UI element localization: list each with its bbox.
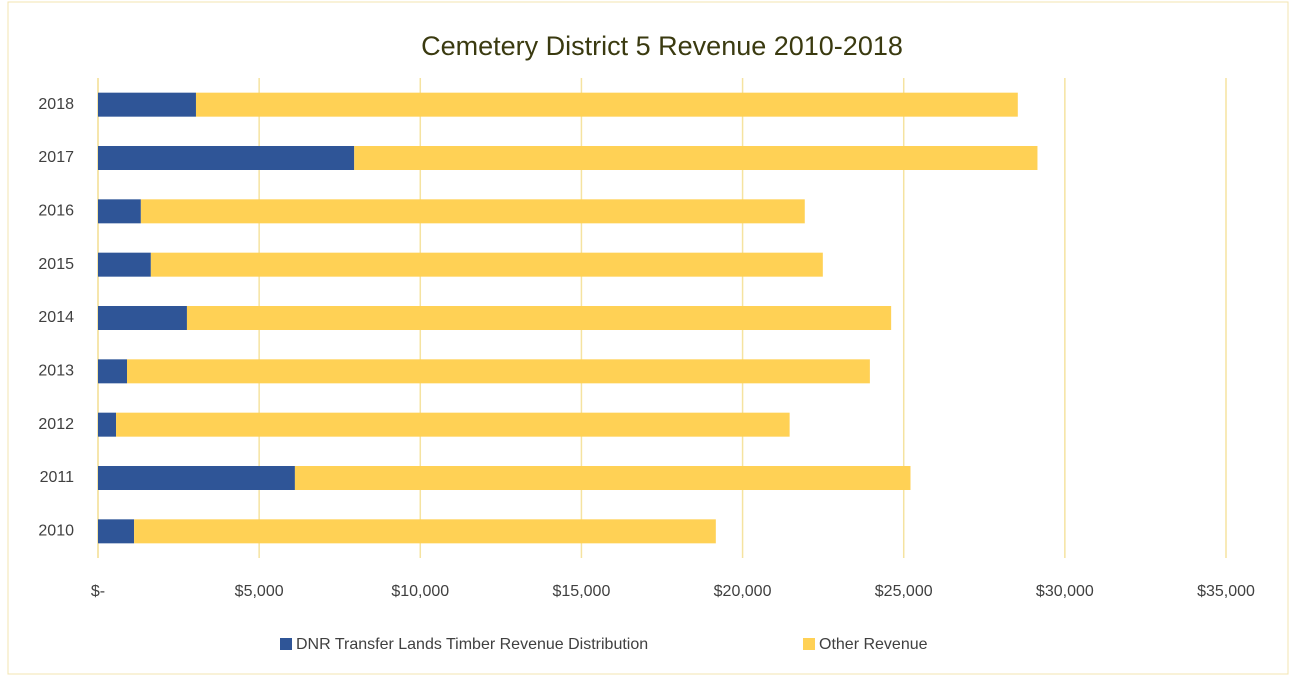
x-tick-label: $20,000 xyxy=(714,583,772,600)
bar-segment xyxy=(134,519,716,544)
legend-swatch xyxy=(280,638,292,650)
x-tick-label: $- xyxy=(91,583,105,600)
y-tick-label: 2012 xyxy=(38,416,74,433)
bar-segment xyxy=(98,199,141,224)
bar-segment xyxy=(98,359,128,384)
x-tick-label: $35,000 xyxy=(1197,583,1255,600)
y-tick-label: 2015 xyxy=(38,256,74,273)
bar-segment xyxy=(98,412,117,437)
bar-segment xyxy=(140,199,805,224)
bar-segment xyxy=(98,519,135,544)
x-tick-label: $15,000 xyxy=(553,583,611,600)
bar-segment xyxy=(354,146,1038,170)
legend-label: Other Revenue xyxy=(819,636,928,653)
y-tick-label: 2018 xyxy=(38,96,74,113)
bar-segment xyxy=(116,412,790,437)
legend-label: DNR Transfer Lands Timber Revenue Distri… xyxy=(296,636,648,653)
bar-segment xyxy=(186,306,892,330)
y-tick-label: 2017 xyxy=(38,149,74,166)
bar-segment xyxy=(294,466,911,490)
x-tick-label: $30,000 xyxy=(1036,583,1094,600)
bar-segment xyxy=(98,306,187,330)
x-tick-label: $25,000 xyxy=(875,583,933,600)
y-tick-label: 2014 xyxy=(38,309,74,326)
x-tick-label: $5,000 xyxy=(235,583,284,600)
y-tick-label: 2010 xyxy=(38,523,74,540)
y-tick-label: 2013 xyxy=(38,363,74,380)
bar-segment xyxy=(150,252,823,277)
bar-segment xyxy=(127,359,870,384)
bar-segment xyxy=(98,146,355,170)
x-tick-label: $10,000 xyxy=(391,583,449,600)
bar-segment xyxy=(98,92,196,117)
chart-title: Cemetery District 5 Revenue 2010-2018 xyxy=(421,31,903,61)
y-tick-label: 2011 xyxy=(40,469,75,486)
y-tick-label: 2016 xyxy=(38,203,74,220)
bar-segment xyxy=(98,252,151,277)
bar-segment xyxy=(195,92,1018,117)
legend-swatch xyxy=(803,638,815,650)
bar-segment xyxy=(98,466,295,490)
